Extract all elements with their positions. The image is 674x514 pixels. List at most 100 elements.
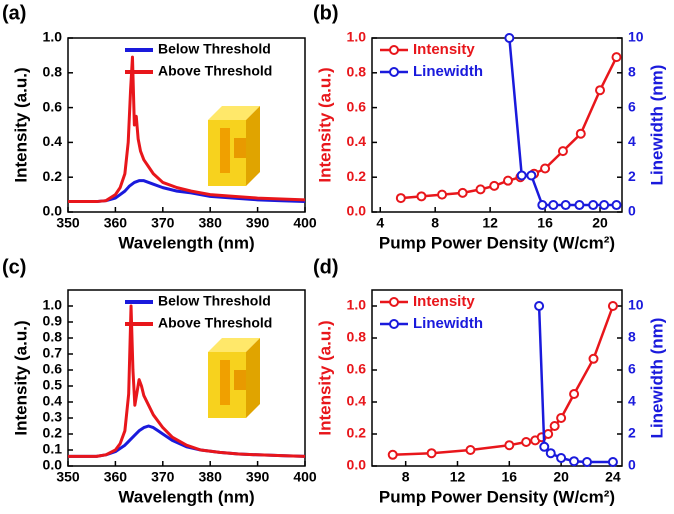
y2-axis-label: Linewidth (nm) <box>647 318 666 439</box>
data-point <box>489 180 500 191</box>
y-tick-label: 0.3 <box>43 409 63 425</box>
panel-label: (a) <box>2 2 26 24</box>
data-point <box>574 200 585 211</box>
data-point <box>540 163 551 174</box>
y-tick-label: 0.0 <box>347 457 367 473</box>
series-line <box>68 304 306 458</box>
data-point <box>437 189 448 200</box>
data-point <box>607 301 618 311</box>
x-axis-label: Wavelength (nm) <box>118 233 254 252</box>
x-tick-label: 360 <box>104 469 128 485</box>
legend-marker <box>389 67 399 77</box>
y-tick-label: 0.8 <box>347 329 367 345</box>
y2-tick-label: 10 <box>628 29 644 45</box>
data-point <box>534 301 545 311</box>
y-tick-label: 0.8 <box>347 64 367 80</box>
x-tick-label: 380 <box>199 215 223 231</box>
legend-label: Above Threshold <box>158 315 272 331</box>
y2-tick-label: 4 <box>628 393 636 409</box>
y2-axis-label: Linewidth (nm) <box>647 65 666 186</box>
y2-tick-label: 10 <box>628 297 644 313</box>
x-tick-label: 8 <box>402 469 410 485</box>
x-tick-label: 4 <box>376 215 384 231</box>
data-point <box>548 200 559 211</box>
data-point <box>465 445 476 455</box>
x-tick-label: 380 <box>199 469 223 485</box>
y2-tick-label: 6 <box>628 361 636 377</box>
data-point <box>611 200 622 211</box>
legend-label: Above Threshold <box>158 63 272 79</box>
x-tick-label: 12 <box>482 215 498 231</box>
data-point <box>387 449 398 460</box>
y-tick-label: 0.0 <box>347 203 367 219</box>
x-tick-label: 20 <box>592 215 608 231</box>
data-point <box>599 200 610 211</box>
legend-label: Linewidth <box>413 315 483 332</box>
data-point <box>416 191 427 202</box>
plot-frame <box>371 37 623 213</box>
series-line <box>68 424 306 458</box>
data-point <box>457 187 468 198</box>
data-point <box>516 170 527 181</box>
x-axis-label: Pump Power Density (W/cm²) <box>379 487 615 506</box>
y2-tick-label: 8 <box>628 64 636 80</box>
legend-marker <box>389 319 399 329</box>
y2-tick-label: 0 <box>628 457 636 473</box>
y-tick-label: 0.8 <box>43 329 63 345</box>
y-tick-label: 0.8 <box>43 64 63 80</box>
x-tick-label: 24 <box>605 469 621 485</box>
y-tick-label: 0.0 <box>43 457 63 473</box>
y-tick-label: 1.0 <box>43 29 63 45</box>
y-tick-label: 0.2 <box>43 168 63 184</box>
y-axis-label: Intensity (a.u.) <box>11 320 30 435</box>
data-point <box>395 193 406 204</box>
y2-tick-label: 6 <box>628 98 636 114</box>
data-point <box>556 413 567 423</box>
y2-tick-label: 2 <box>628 425 636 441</box>
data-point <box>502 175 513 186</box>
x-tick-label: 16 <box>537 215 553 231</box>
series-line <box>537 305 613 464</box>
y-tick-label: 0.6 <box>43 98 63 114</box>
panel-label: (d) <box>313 256 339 278</box>
series-line <box>68 179 306 204</box>
y-tick-label: 0.4 <box>347 393 367 409</box>
y-tick-label: 0.6 <box>347 361 367 377</box>
data-point <box>575 128 586 139</box>
legend-label: Below Threshold <box>158 293 271 309</box>
data-point <box>611 52 622 63</box>
x-tick-label: 390 <box>246 215 270 231</box>
data-point <box>475 184 486 195</box>
data-point <box>504 440 515 451</box>
y-tick-label: 0.2 <box>43 425 63 441</box>
y-tick-label: 0.6 <box>43 361 63 377</box>
data-point <box>588 200 599 211</box>
legend-marker <box>389 297 399 307</box>
data-point <box>607 457 618 467</box>
data-point <box>537 200 548 211</box>
inset-structure <box>208 106 260 186</box>
y-axis-label: Intensity (a.u.) <box>315 320 334 435</box>
plot-frame <box>371 289 623 467</box>
y-tick-label: 0.4 <box>347 133 367 149</box>
y-tick-label: 0.2 <box>347 425 367 441</box>
data-point <box>549 421 560 431</box>
data-point <box>539 441 550 452</box>
legend-label: Below Threshold <box>158 41 271 57</box>
inset-structure <box>208 338 260 418</box>
y2-tick-label: 8 <box>628 329 636 345</box>
y-tick-label: 0.0 <box>43 203 63 219</box>
x-tick-label: 12 <box>450 469 466 485</box>
plot-frame <box>67 289 306 467</box>
data-point <box>557 146 568 157</box>
x-tick-label: 360 <box>104 215 128 231</box>
y-tick-label: 0.4 <box>43 133 63 149</box>
x-tick-label: 20 <box>553 469 569 485</box>
x-tick-label: 400 <box>293 469 317 485</box>
panel-label: (b) <box>313 2 339 24</box>
legend-label: Intensity <box>413 41 475 58</box>
panel-label: (c) <box>2 256 26 278</box>
y-tick-label: 1.0 <box>43 297 63 313</box>
data-point <box>595 85 606 96</box>
